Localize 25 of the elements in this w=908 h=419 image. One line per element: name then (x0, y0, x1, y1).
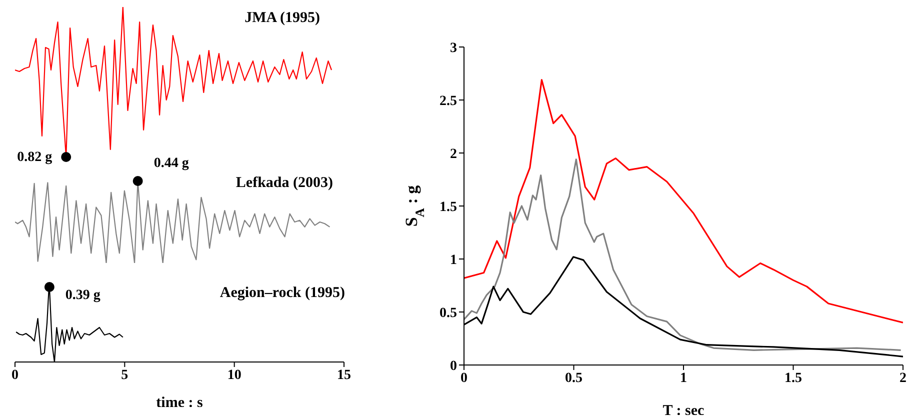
x-tick-label: 0 (12, 368, 18, 383)
y-tick-label: 2.5 (440, 94, 457, 109)
chart-title: JMA (1995) (244, 10, 320, 27)
x-tick-label: 1.5 (784, 370, 802, 386)
chart-title: Lefkada (2003) (236, 175, 333, 192)
annotation: 0.82 g (17, 150, 52, 165)
x-tick-label: 15 (337, 368, 351, 383)
x-tick-label: 0.5 (565, 370, 582, 386)
x-axis-title: T : sec (662, 403, 705, 419)
x-tick-label: 2 (900, 370, 906, 386)
x-tick-label: 10 (227, 368, 242, 383)
x-axis-title: time : s (156, 395, 203, 411)
y-tick-label: 3 (450, 40, 457, 56)
x-tick-label: 0 (460, 370, 468, 386)
annotation: 0.44 g (154, 156, 189, 171)
y-tick-label: 2 (450, 146, 457, 162)
y-tick-label: 0.5 (440, 306, 457, 321)
line-series (464, 79, 903, 324)
x-tick-label: 1 (680, 370, 687, 386)
annotation: 0.39 g (65, 288, 100, 303)
y-tick-label: 1 (450, 252, 457, 268)
line-series (464, 158, 902, 351)
x-tick-label: 5 (121, 368, 128, 383)
y-tick-label: 1.5 (440, 200, 457, 215)
chart-title: Aegion–rock (1995) (220, 285, 345, 302)
